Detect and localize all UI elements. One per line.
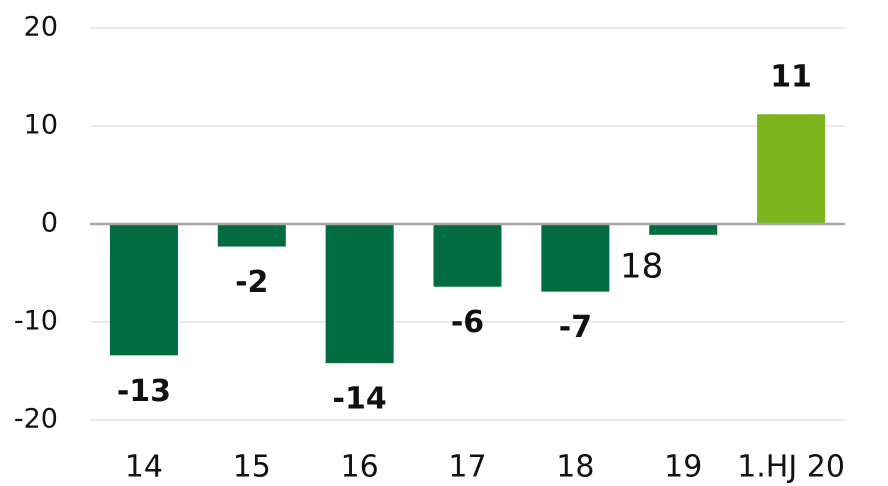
y-tick-label: -10 bbox=[14, 306, 58, 337]
bar bbox=[325, 224, 394, 364]
y-tick-label: 20 bbox=[24, 12, 58, 43]
bar bbox=[757, 114, 826, 224]
bar bbox=[433, 224, 502, 287]
value-label: 11 bbox=[770, 60, 812, 95]
x-tick-label: 14 bbox=[125, 450, 163, 485]
bar bbox=[109, 224, 178, 356]
x-tick-label: 19 bbox=[664, 450, 702, 485]
value-label: -14 bbox=[333, 382, 387, 417]
value-label: -6 bbox=[451, 305, 484, 340]
x-tick-label: 1.HJ 20 bbox=[737, 450, 845, 485]
y-tick-label: 0 bbox=[41, 208, 58, 239]
x-tick-label: 15 bbox=[233, 450, 271, 485]
y-tick-label: -20 bbox=[14, 404, 58, 435]
bar bbox=[541, 224, 610, 292]
annotation: 18 bbox=[620, 247, 663, 287]
value-label: -13 bbox=[117, 374, 171, 409]
bar bbox=[217, 224, 286, 247]
bar bbox=[649, 224, 718, 235]
x-tick-label: 17 bbox=[448, 450, 486, 485]
value-label: -7 bbox=[559, 310, 592, 345]
y-tick-label: 10 bbox=[24, 110, 58, 141]
x-tick-label: 18 bbox=[556, 450, 594, 485]
x-tick-label: 16 bbox=[341, 450, 379, 485]
value-label: -2 bbox=[235, 265, 268, 300]
